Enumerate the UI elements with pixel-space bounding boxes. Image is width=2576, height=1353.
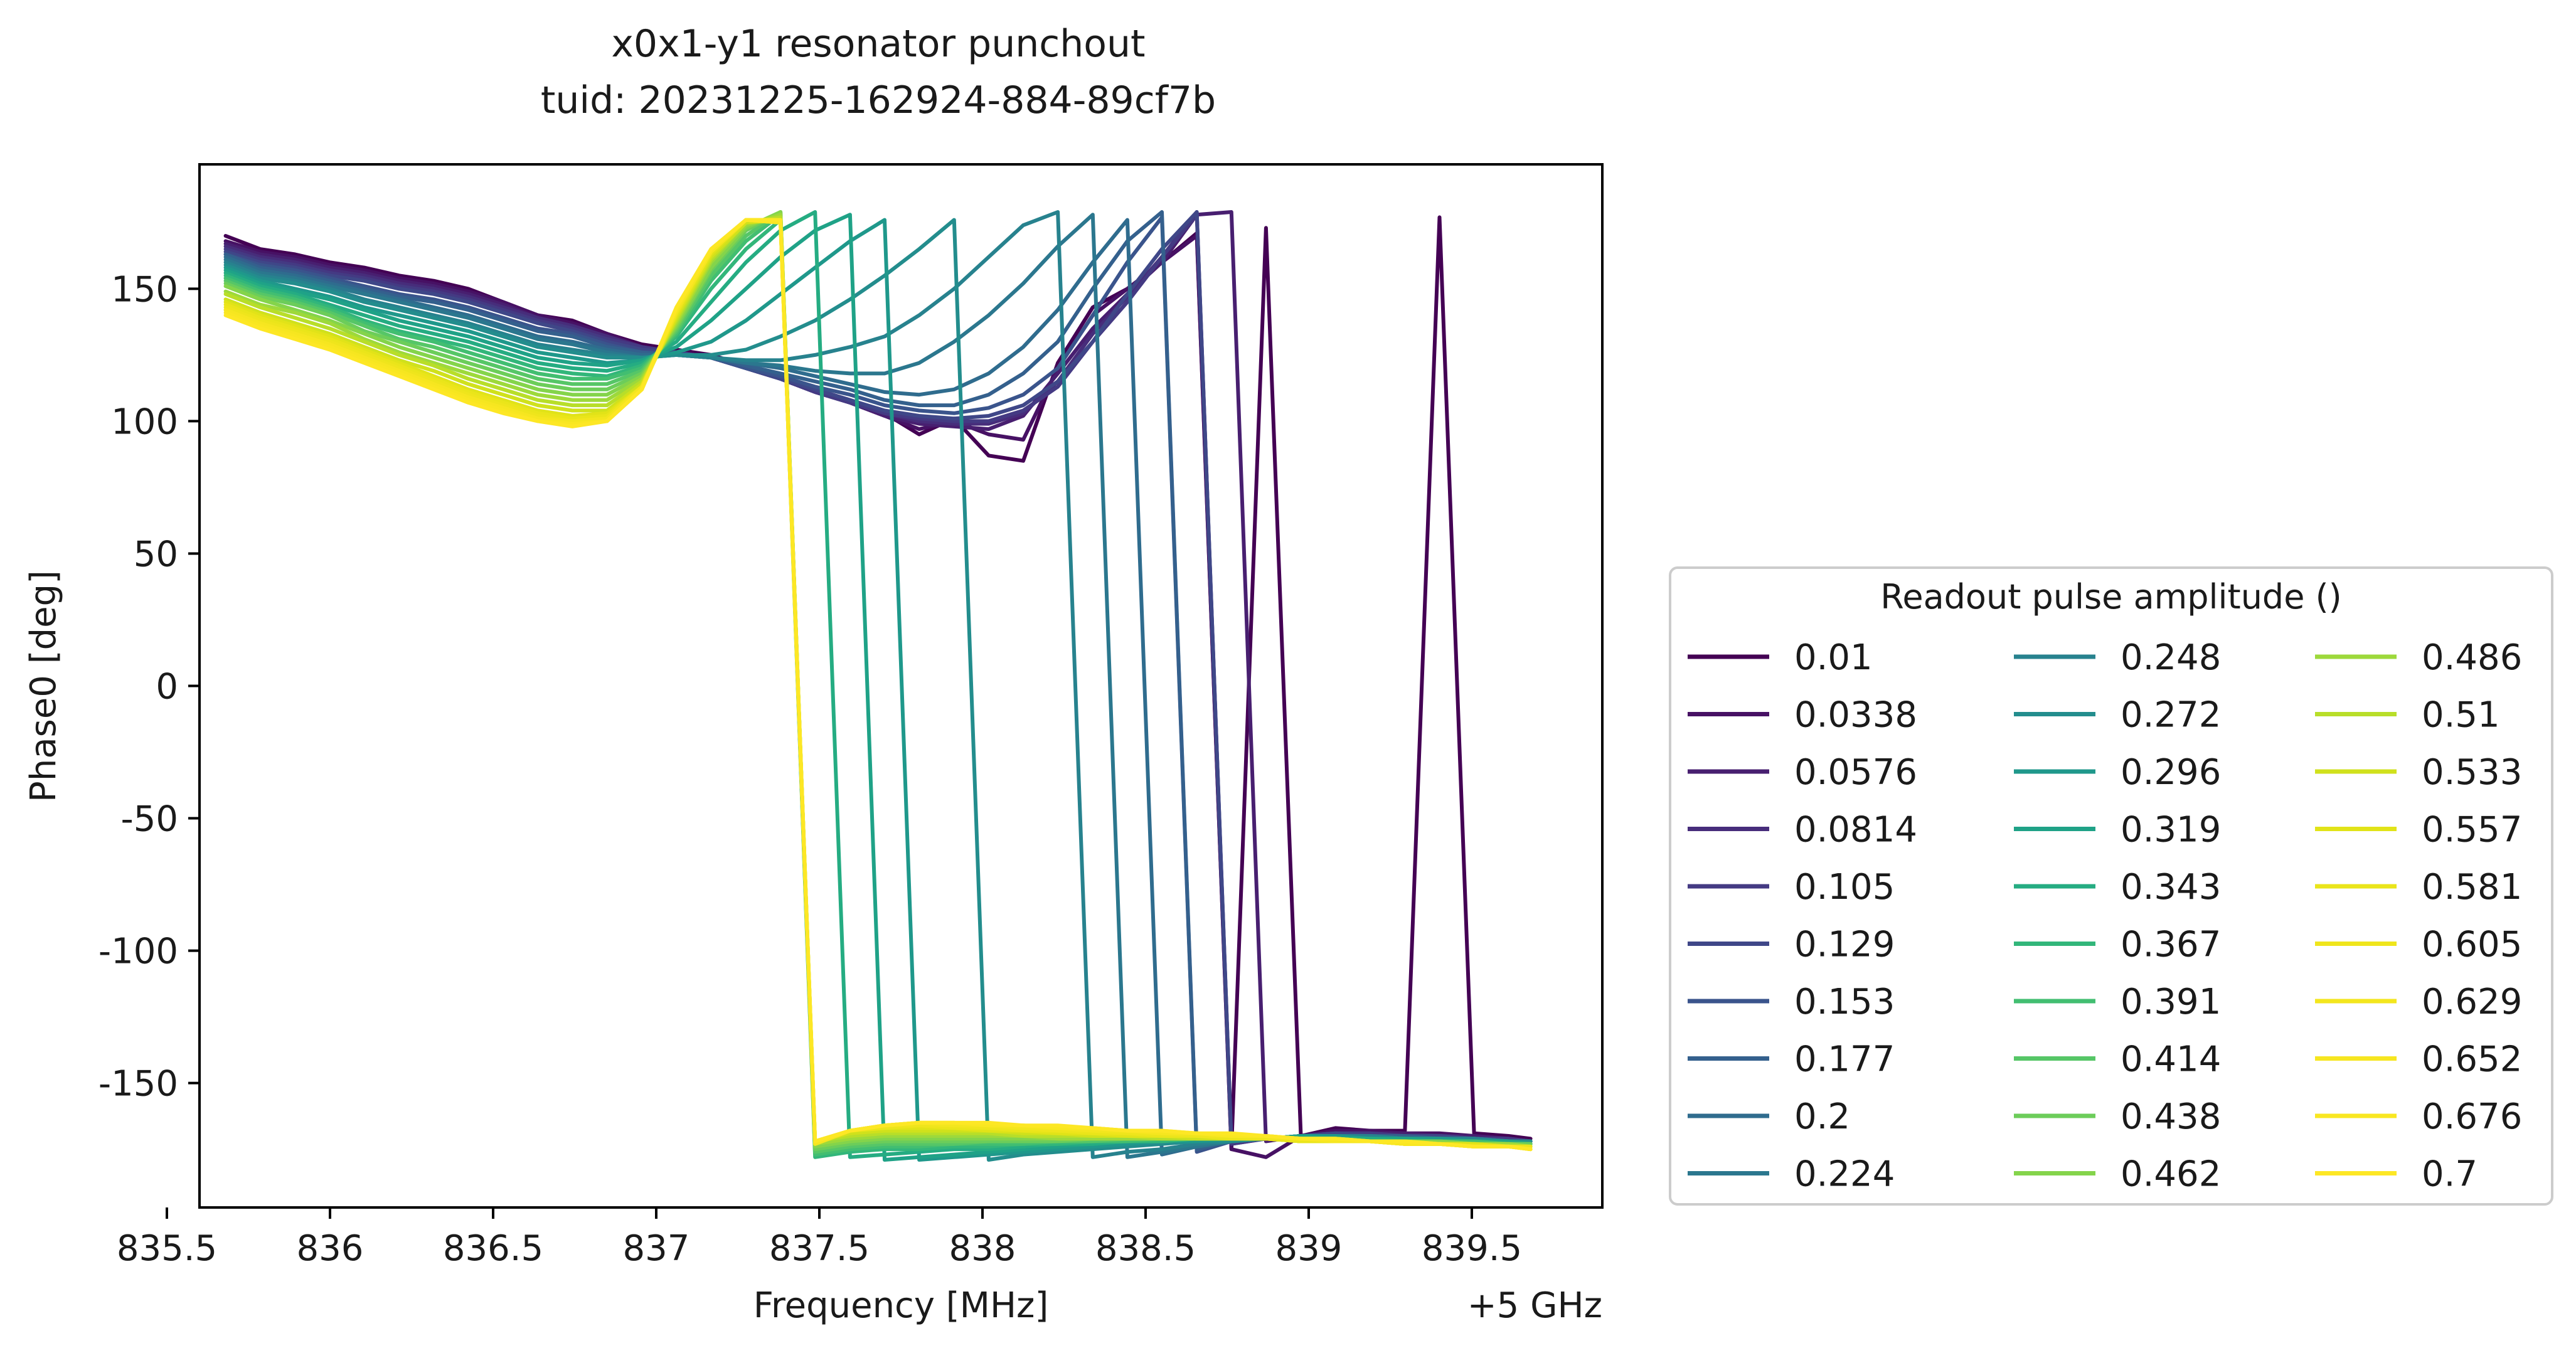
legend-label: 0.0576 bbox=[1794, 752, 1917, 793]
legend-label: 0.605 bbox=[2422, 925, 2522, 965]
legend-label: 0.105 bbox=[1794, 867, 1895, 908]
legend-label: 0.629 bbox=[2422, 982, 2522, 1022]
legend-label: 0.177 bbox=[1794, 1039, 1895, 1080]
legend-label: 0.0814 bbox=[1794, 810, 1917, 851]
y-axis-label: Phase0 [deg] bbox=[23, 570, 64, 802]
x-tick-label: 837 bbox=[623, 1228, 690, 1269]
y-axis: 150 100 50 0 -50 -100 -150 bbox=[98, 269, 200, 1105]
legend-label: 0.2 bbox=[1794, 1096, 1850, 1137]
legend-title: Readout pulse amplitude () bbox=[1880, 577, 2342, 617]
legend-label: 0.319 bbox=[2121, 810, 2221, 851]
legend-label: 0.0338 bbox=[1794, 695, 1917, 736]
y-tick-label: -150 bbox=[98, 1064, 178, 1105]
y-tick-label: 100 bbox=[111, 401, 178, 442]
legend-label: 0.51 bbox=[2422, 695, 2500, 736]
chart-subtitle: tuid: 20231225-162924-884-89cf7b bbox=[541, 78, 1216, 122]
legend-label: 0.557 bbox=[2422, 810, 2522, 851]
x-tick-label: 835.5 bbox=[117, 1228, 217, 1269]
x-axis-label: Frequency [MHz] bbox=[753, 1285, 1049, 1326]
x-tick-label: 838.5 bbox=[1095, 1228, 1196, 1269]
legend-label: 0.581 bbox=[2422, 867, 2522, 908]
legend-label: 0.01 bbox=[1794, 637, 1873, 678]
x-tick-label: 839.5 bbox=[1422, 1228, 1522, 1269]
legend-label: 0.414 bbox=[2121, 1039, 2221, 1080]
y-tick-label: 50 bbox=[134, 534, 178, 575]
legend-label: 0.486 bbox=[2422, 637, 2522, 678]
series-line-29 bbox=[223, 218, 1533, 1152]
x-tick-label: 838 bbox=[949, 1228, 1016, 1269]
y-tick-label: 0 bbox=[156, 667, 178, 708]
x-tick-label: 839 bbox=[1275, 1228, 1343, 1269]
legend-label: 0.438 bbox=[2121, 1096, 2221, 1137]
legend-label: 0.533 bbox=[2422, 752, 2522, 793]
y-tick-label: -50 bbox=[121, 799, 178, 840]
legend-label: 0.272 bbox=[2121, 695, 2221, 736]
legend-label: 0.391 bbox=[2121, 982, 2221, 1022]
legend-frame bbox=[1669, 566, 2553, 1206]
legend-label: 0.129 bbox=[1794, 925, 1895, 965]
x-axis: 835.5 836 836.5 837 837.5 838 838.5 839 839.5 bbox=[117, 1207, 1522, 1269]
y-tick-label: 150 bbox=[111, 269, 178, 310]
series-lines bbox=[223, 210, 1533, 1162]
chart-title: x0x1-y1 resonator punchout bbox=[611, 22, 1145, 66]
legend-label: 0.153 bbox=[1794, 982, 1895, 1022]
y-tick-label: -100 bbox=[98, 931, 178, 972]
legend-label: 0.676 bbox=[2422, 1096, 2522, 1137]
x-tick-label: 836 bbox=[297, 1228, 364, 1269]
legend-label: 0.7 bbox=[2422, 1154, 2478, 1195]
legend-label: 0.652 bbox=[2422, 1039, 2522, 1080]
x-tick-label: 837.5 bbox=[769, 1228, 870, 1269]
legend-label: 0.367 bbox=[2121, 925, 2221, 965]
legend: Readout pulse amplitude () 0.010.03380.0… bbox=[1669, 566, 2553, 1206]
legend-label: 0.248 bbox=[2121, 637, 2221, 678]
legend-label: 0.343 bbox=[2121, 867, 2221, 908]
legend-label: 0.296 bbox=[2121, 752, 2221, 793]
x-tick-label: 836.5 bbox=[443, 1228, 543, 1269]
legend-label: 0.224 bbox=[1794, 1154, 1895, 1195]
legend-label: 0.462 bbox=[2121, 1154, 2221, 1195]
legend-items: 0.01 0.0338 0.0576 0.0814 0.105 0.129 0.153 0.1… bbox=[1688, 637, 2522, 1195]
x-axis-offset-label: +5 GHz bbox=[1467, 1285, 1602, 1326]
